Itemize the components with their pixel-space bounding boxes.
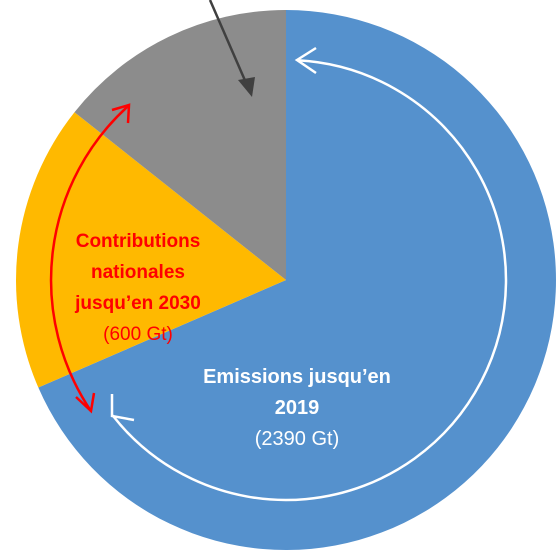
contributions-label: Contributions nationales jusqu’en 2030 (… (53, 226, 223, 350)
arrow-head (294, 46, 317, 75)
category-label: Contributions nationales jusqu’en 2030 (75, 231, 201, 314)
slices (16, 10, 557, 551)
contributions-arrow (49, 104, 130, 413)
pie-slice (74, 10, 286, 280)
decorations (49, 0, 508, 502)
value-label: (600 Gt) (103, 324, 173, 345)
emissions-arrow (111, 59, 508, 502)
arrow-head (111, 103, 131, 124)
value-label: (2390 Gt) (254, 428, 340, 450)
arrow-head (75, 392, 96, 414)
pie-slice (38, 10, 557, 551)
arrow-head (110, 394, 135, 422)
pointer-arrow (208, 0, 252, 93)
category-label: Emissions jusqu’en 2019 (203, 366, 391, 419)
pie-slice (16, 112, 287, 388)
emissions-label: Emissions jusqu’en 2019 (2390 Gt) (188, 362, 406, 455)
arrow-head (238, 77, 255, 97)
